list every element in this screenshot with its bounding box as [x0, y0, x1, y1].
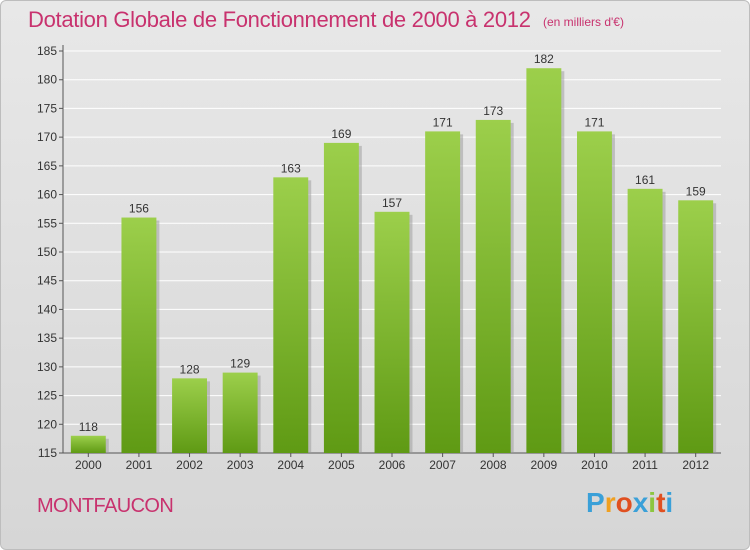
- bar-value-label: 171: [584, 115, 604, 129]
- x-tick-label: 2010: [581, 458, 608, 472]
- y-tick-label: 140: [37, 302, 57, 316]
- x-tick-label: 2001: [126, 458, 153, 472]
- bars: [70, 68, 717, 454]
- y-tick-label: 180: [37, 73, 57, 87]
- bar: [374, 211, 410, 453]
- bar-value-label: 171: [433, 115, 453, 129]
- y-tick-label: 145: [37, 274, 57, 288]
- x-tick-label: 2008: [480, 458, 507, 472]
- bar-value-label: 161: [635, 173, 655, 187]
- bar: [70, 435, 106, 453]
- chart-title: Dotation Globale de Fonctionnement de 20…: [28, 7, 531, 32]
- bar-value-label: 163: [281, 161, 301, 175]
- bar: [678, 200, 714, 453]
- bar-value-label: 129: [230, 357, 250, 371]
- bar: [526, 68, 562, 453]
- x-tick-label: 2000: [75, 458, 102, 472]
- x-tick-label: 2011: [632, 458, 658, 472]
- bar: [323, 142, 359, 453]
- y-tick-label: 130: [37, 360, 57, 374]
- x-tick-label: 2002: [176, 458, 203, 472]
- bar-value-label: 118: [79, 420, 98, 434]
- bar-value-label: 169: [331, 127, 351, 141]
- bar-value-label: 128: [180, 362, 200, 376]
- bar: [121, 217, 157, 453]
- y-tick-label: 120: [37, 417, 57, 431]
- bar-value-label: 182: [534, 52, 554, 66]
- chart-subtitle: (en milliers d'€): [543, 15, 624, 29]
- bar-value-label: 173: [483, 104, 503, 118]
- proxiti-logo: Proxiti: [586, 487, 673, 519]
- logo-letter: i: [665, 487, 674, 518]
- bar: [172, 378, 208, 453]
- x-tick-label: 2007: [429, 458, 456, 472]
- bar-value-label: 159: [686, 184, 706, 198]
- commune-name: MONTFAUCON: [37, 495, 174, 517]
- y-tick-label: 115: [38, 446, 57, 460]
- labels: 118 2000 156 2001 128 2002 129 2003 163 2004 169 20…: [75, 52, 709, 472]
- y-tick-label: 170: [37, 130, 57, 144]
- bar: [273, 177, 309, 454]
- y-tick-label: 185: [37, 44, 57, 58]
- y-tick-label: 125: [37, 389, 57, 403]
- logo-letter: o: [615, 487, 633, 518]
- bar: [475, 119, 511, 454]
- y-tick-label: 135: [37, 331, 57, 345]
- bar: [425, 131, 461, 453]
- bar-value-label: 156: [129, 202, 149, 216]
- logo-letter: t: [656, 487, 666, 518]
- logo-letter: i: [648, 487, 657, 518]
- y-tick-label: 150: [37, 245, 57, 259]
- x-tick-label: 2003: [227, 458, 254, 472]
- bar: [222, 372, 258, 453]
- bar: [576, 131, 612, 453]
- y-tick-label: 160: [37, 188, 57, 202]
- x-tick-label: 2009: [530, 458, 557, 472]
- x-tick-label: 2004: [277, 458, 304, 472]
- x-tick-label: 2006: [379, 458, 406, 472]
- x-tick-label: 2005: [328, 458, 355, 472]
- logo-letter: r: [604, 487, 616, 518]
- y-tick-label: 175: [37, 101, 57, 115]
- y-tick-label: 165: [37, 159, 57, 173]
- logo-letter: P: [586, 487, 605, 518]
- bar: [627, 188, 663, 454]
- y-tick-label: 155: [37, 216, 57, 230]
- logo-letter: x: [632, 487, 649, 518]
- x-tick-label: 2012: [682, 458, 709, 472]
- bar-value-label: 157: [382, 196, 402, 210]
